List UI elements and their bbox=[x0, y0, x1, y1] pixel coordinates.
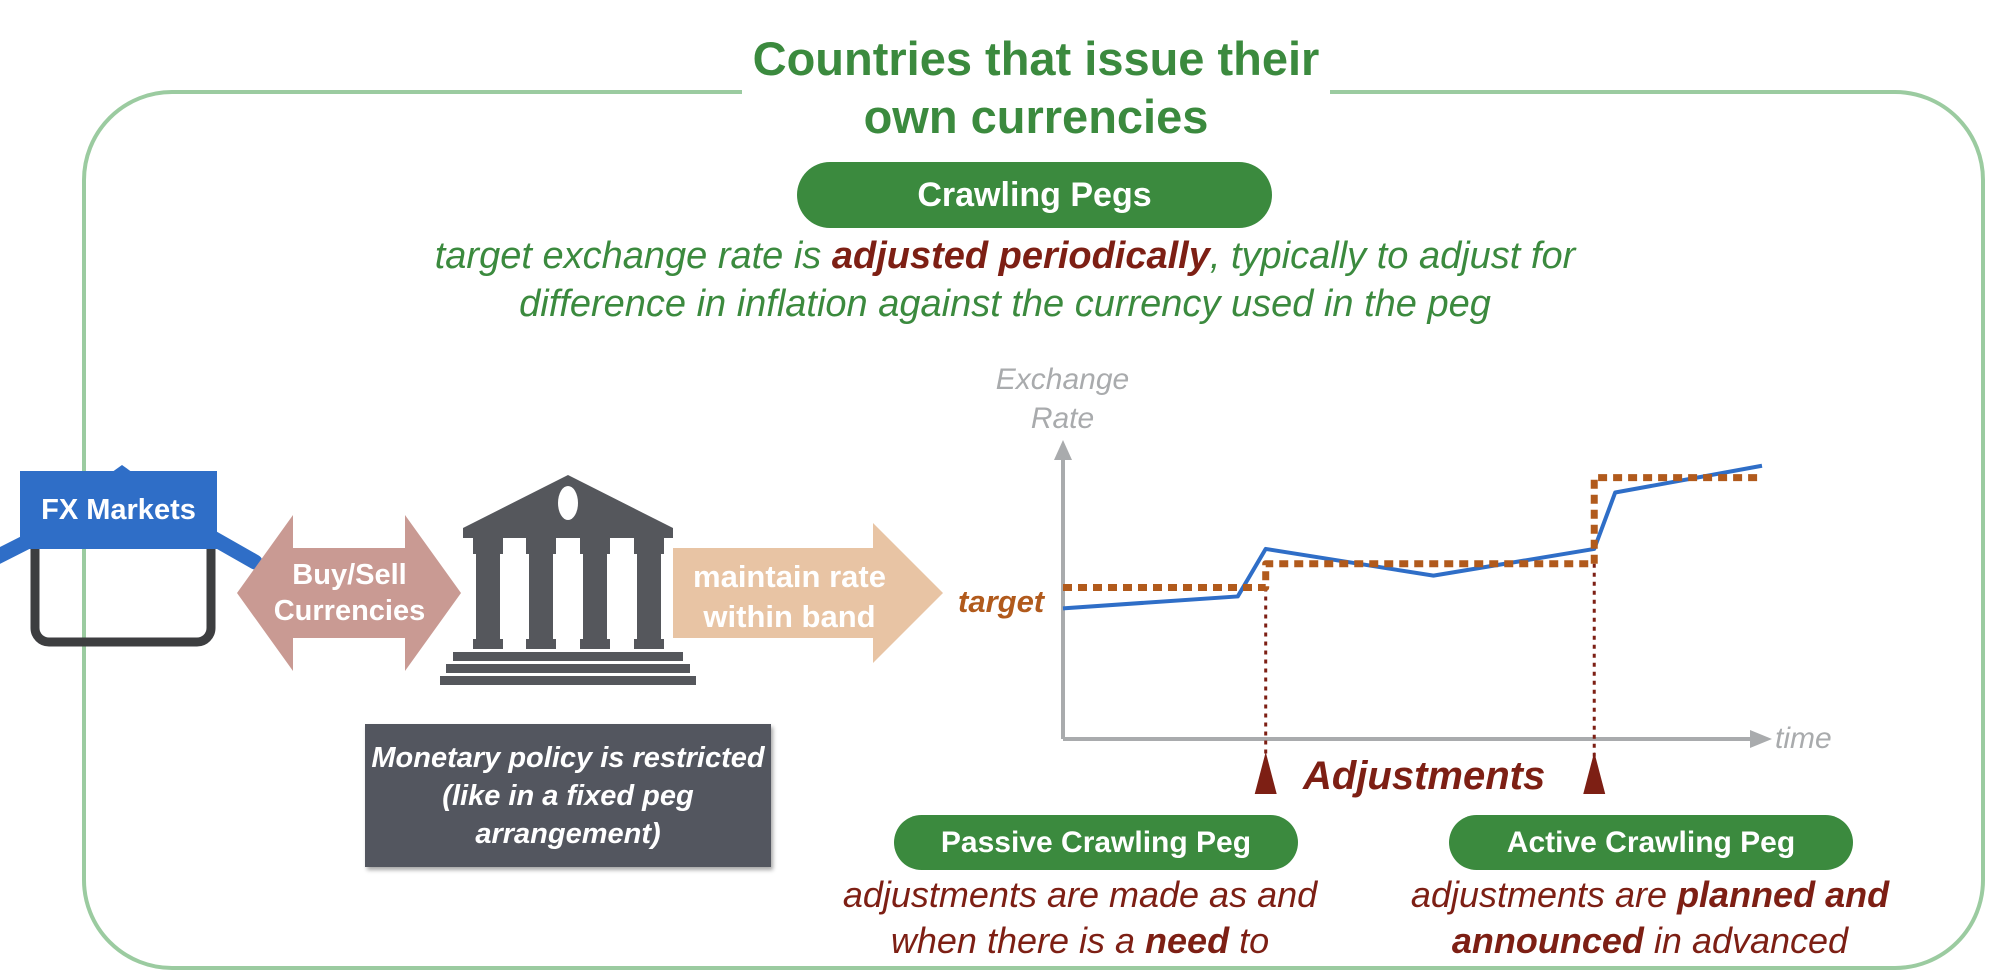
buy-sell-label: Buy/Sell Currencies bbox=[273, 559, 426, 627]
adjustment-marker-2 bbox=[1583, 752, 1606, 794]
passive-crawling-peg-label: Passive Crawling Peg bbox=[894, 815, 1298, 870]
y-axis-label: Exchange Rate bbox=[995, 363, 1130, 435]
exchange-rate-line bbox=[1062, 463, 1763, 611]
maintain-arrow bbox=[673, 523, 943, 663]
active-description: adjustments are planned and announced in… bbox=[1370, 872, 1930, 964]
x-axis-arrowhead bbox=[1750, 730, 1772, 748]
page-title: Countries that issue their own currencie… bbox=[752, 32, 1320, 143]
active-description-text: adjustments are bbox=[1410, 874, 1678, 915]
x-axis-label: time bbox=[1775, 722, 1832, 755]
active-description-text-rest: in advanced bbox=[1643, 920, 1849, 961]
active-description-emphasis: planned and announced bbox=[1451, 874, 1890, 961]
active-crawling-peg-label: Active Crawling Peg bbox=[1449, 815, 1853, 870]
monetary-policy-text: Monetary policy is restricted (like in a… bbox=[371, 741, 765, 850]
crawling-pegs-description: target exchange rate is adjusted periodi… bbox=[380, 232, 1630, 328]
description-emphasis: adjusted periodically bbox=[831, 235, 1210, 277]
passive-description-text: adjustments are made as and when there i… bbox=[842, 874, 1318, 961]
maintain-rate-label: maintain rate within band bbox=[693, 559, 886, 634]
central-bank-icon bbox=[440, 475, 696, 685]
description-text-rest: , typically to adjust for difference in … bbox=[519, 235, 1576, 325]
y-axis-arrowhead bbox=[1054, 440, 1072, 460]
monetary-policy-box: Monetary policy is restricted (like in a… bbox=[365, 724, 771, 867]
target-rate-line bbox=[1063, 474, 1762, 592]
buy-sell-arrow bbox=[237, 515, 461, 671]
description-text: target exchange rate is bbox=[434, 235, 832, 277]
target-label: target bbox=[958, 584, 1045, 619]
passive-description: adjustments are made as and when there i… bbox=[820, 872, 1340, 964]
crawling-pegs-label: Crawling Pegs bbox=[797, 162, 1272, 228]
passive-description-text-rest: to bbox=[1229, 920, 1270, 961]
fx-markets-label: FX Markets bbox=[20, 471, 217, 549]
passive-description-emphasis: need bbox=[1145, 920, 1230, 961]
adjustments-annotation: Adjustments bbox=[1303, 754, 1546, 798]
adjustment-marker-1 bbox=[1254, 752, 1277, 794]
title-mask bbox=[742, 40, 1330, 150]
